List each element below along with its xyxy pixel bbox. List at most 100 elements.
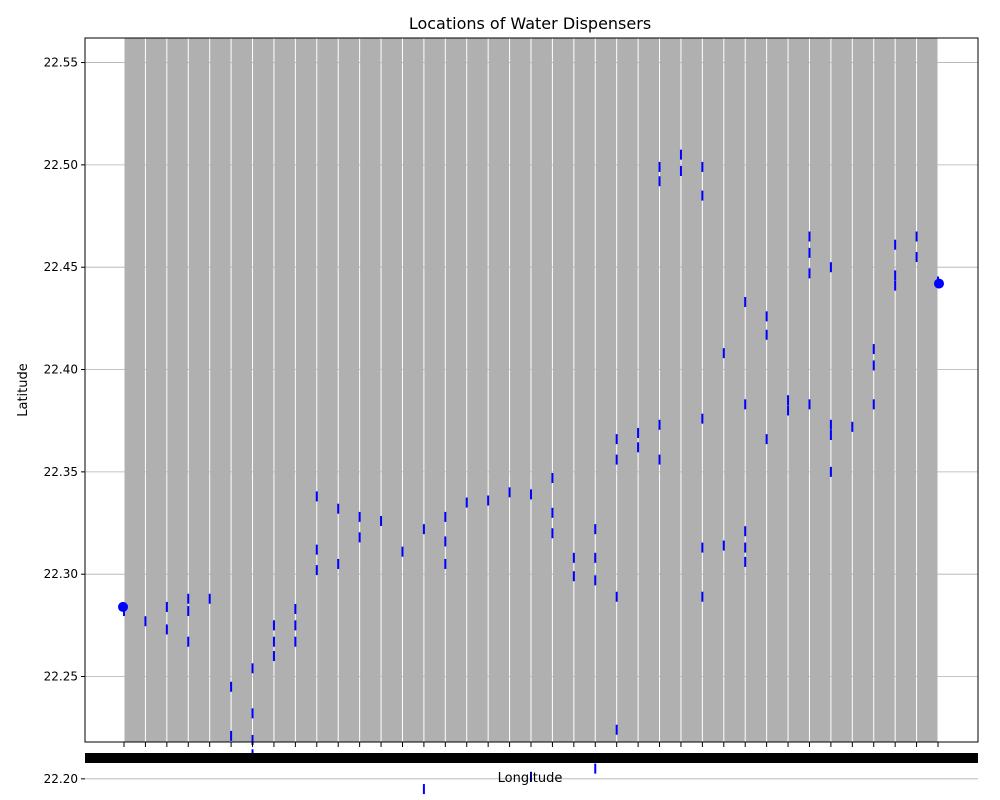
data-point (123, 606, 125, 617)
data-point (851, 421, 854, 432)
data-point (744, 399, 747, 410)
data-point (808, 231, 811, 242)
data-point (637, 427, 640, 438)
horizontal-gridlines (85, 62, 978, 780)
y-tick-label: 22.35 (44, 465, 78, 479)
data-point (422, 784, 425, 795)
data-point (934, 278, 944, 289)
data-point (829, 466, 832, 477)
data-point (551, 528, 554, 539)
data-point (444, 558, 447, 569)
data-point (187, 606, 190, 617)
data-point (315, 544, 318, 555)
data-point (829, 262, 832, 273)
data-point (829, 430, 832, 441)
y-tick-label: 22.25 (44, 670, 78, 684)
data-point (701, 413, 704, 424)
data-point (744, 542, 747, 553)
data-point (787, 405, 790, 416)
data-point (272, 636, 275, 647)
data-point (658, 419, 661, 430)
data-point (165, 601, 168, 612)
data-point (165, 624, 168, 635)
data-point (187, 593, 190, 604)
y-tick-label: 22.30 (44, 567, 78, 581)
data-point (572, 552, 575, 563)
data-point (808, 247, 811, 258)
data-point (337, 503, 340, 514)
data-point (294, 636, 297, 647)
data-point (315, 491, 318, 502)
data-point (701, 591, 704, 602)
data-point (808, 399, 811, 410)
data-point (594, 524, 597, 535)
x-axis (85, 742, 978, 763)
data-point (722, 348, 725, 359)
data-point (530, 489, 532, 500)
data-point (465, 497, 468, 508)
x-axis-label: Longitude (498, 771, 563, 786)
data-point (615, 454, 618, 465)
data-point (872, 399, 875, 410)
data-point (594, 763, 597, 774)
data-point (594, 552, 597, 563)
data-points (118, 149, 944, 795)
data-point (251, 663, 254, 674)
data-point (679, 166, 682, 177)
data-point (294, 620, 297, 631)
data-point (722, 540, 725, 551)
data-point (294, 603, 297, 614)
y-axis: 22.20 22.25 22.30 22.35 22.40 22.45 22.50 22.55 (44, 56, 85, 786)
data-point (765, 434, 768, 445)
data-point (915, 251, 918, 262)
data-point (315, 565, 318, 576)
data-point (444, 536, 447, 547)
x-tick-labels-overlapping (85, 753, 978, 763)
data-point (444, 511, 447, 522)
data-point (615, 724, 618, 735)
y-tick-label: 22.55 (44, 56, 78, 70)
data-point (829, 419, 832, 430)
data-point (808, 268, 811, 279)
data-point (658, 161, 661, 172)
data-point (701, 542, 704, 553)
data-point (572, 571, 575, 582)
data-point (251, 708, 254, 719)
data-point (615, 434, 618, 445)
data-point (679, 149, 682, 160)
data-point (551, 473, 554, 483)
vertical-gridlines (123, 38, 939, 742)
data-point (401, 546, 404, 557)
data-point (658, 176, 661, 187)
data-point (422, 524, 425, 535)
data-point (915, 231, 918, 242)
data-point (337, 558, 340, 569)
data-point (230, 681, 233, 692)
data-point (594, 575, 597, 586)
data-point (872, 344, 875, 355)
data-point (894, 270, 897, 281)
chart-title: Locations of Water Dispensers (409, 14, 651, 33)
data-point (701, 161, 704, 172)
data-point (658, 454, 661, 465)
data-point (487, 495, 490, 506)
data-point (187, 636, 190, 647)
y-tick-label: 22.40 (44, 363, 78, 377)
data-point (358, 511, 361, 522)
data-point (744, 556, 747, 567)
data-point (765, 311, 768, 322)
y-tick-label: 22.50 (44, 158, 78, 172)
data-point (765, 329, 768, 340)
data-point (380, 515, 383, 526)
y-axis-label: Latitude (16, 363, 31, 417)
data-point (272, 651, 275, 662)
data-point (744, 526, 747, 537)
data-point (508, 487, 511, 498)
data-point (615, 591, 618, 602)
data-point (272, 620, 275, 631)
data-point (251, 734, 254, 745)
data-point (701, 190, 704, 201)
data-point (637, 442, 640, 453)
data-point (530, 771, 532, 782)
